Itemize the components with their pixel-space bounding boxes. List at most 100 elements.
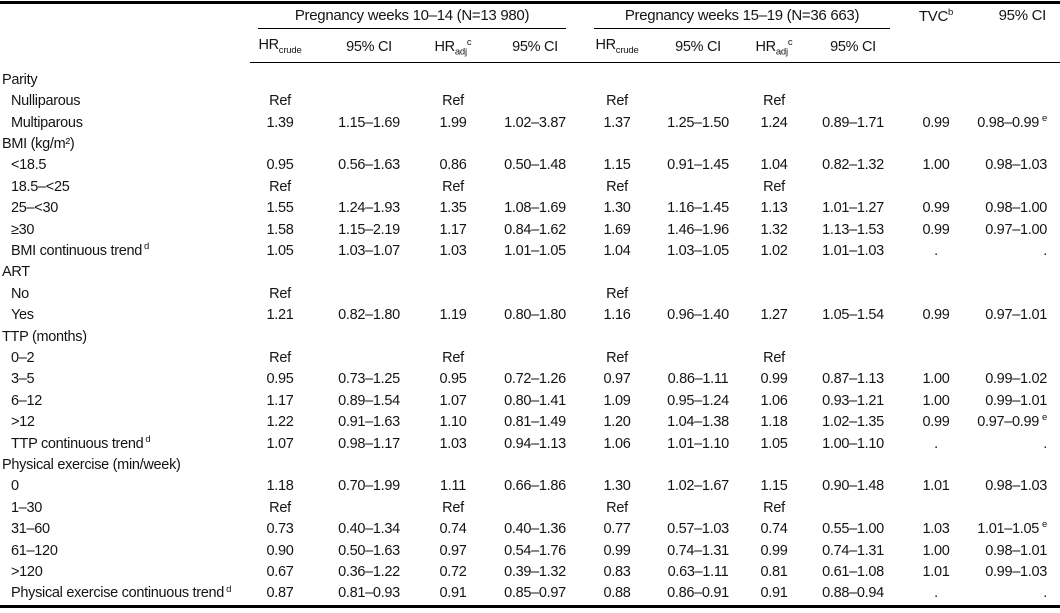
tvc-ci-value bbox=[960, 498, 1060, 519]
tvc-ci-column-header: 95% CI bbox=[998, 7, 1047, 24]
ci-adj-w10-14 bbox=[478, 284, 592, 305]
tvc-ci-value bbox=[960, 284, 1060, 305]
ci-adj-w10-14: 0.50–1.48 bbox=[504, 157, 566, 174]
col-header-hr-crude-1: HRcrude bbox=[250, 33, 310, 64]
hr-adj-w15-19: Ref bbox=[763, 178, 785, 195]
ci-adj-w15-19: 0.74–1.31 bbox=[822, 542, 884, 559]
hr-adj-w15-19: 0.81 bbox=[760, 564, 788, 581]
hr-crude-w10-14: 1.58 bbox=[266, 221, 294, 238]
tvc-ci-value bbox=[960, 348, 1060, 369]
table-row: >12 1.22 0.91–1.63 1.10 0.81–1.49 1.20 1.04–1.… bbox=[0, 412, 1060, 433]
row-label: Nulliparous bbox=[11, 93, 81, 110]
group-header-weeks-10-14-label: Pregnancy weeks 10–14 (N=13 980) bbox=[258, 4, 566, 29]
col-header-tvc-ci-spacer bbox=[960, 33, 1060, 64]
ci-crude-w15-19: 1.16–1.45 bbox=[667, 200, 729, 217]
hr-crude-w10-14: Ref bbox=[269, 499, 291, 516]
ci-crude-w10-14 bbox=[310, 91, 428, 112]
section-row: BMI (kg/m²) bbox=[0, 134, 1060, 155]
hr-crude-w15-19: Ref bbox=[606, 350, 628, 366]
ci-adj-w15-19 bbox=[794, 284, 912, 305]
ci-adj-w15-19: 0.87–1.13 bbox=[822, 371, 884, 388]
row-label: Yes bbox=[11, 307, 34, 324]
table-row: BMI continuous trend d 1.05 1.03–1.07 1.03 1.… bbox=[0, 241, 1060, 262]
ci-adj-w10-14: 0.85–0.97 bbox=[504, 585, 566, 602]
hr-adj-w15-19: 1.24 bbox=[760, 114, 788, 131]
tvc-value: . bbox=[934, 435, 938, 452]
group-header-weeks-15-19: Pregnancy weeks 15–19 (N=36 663) bbox=[592, 3, 912, 34]
tvc-ci-value: . bbox=[1043, 435, 1047, 452]
tvc-ci-value: 0.97–1.00 bbox=[985, 221, 1047, 238]
hr-crude-w15-19: Ref bbox=[606, 93, 628, 110]
hr-crude-w15-19: Ref bbox=[606, 178, 628, 195]
hr-crude-w10-14: Ref bbox=[269, 178, 291, 195]
hr-crude-w10-14 bbox=[250, 455, 310, 476]
row-label: 0–2 bbox=[11, 350, 35, 366]
table-body: Parity Nulliparous Ref Ref Ref Ref Multiparous… bbox=[0, 63, 1060, 607]
hr-crude-w10-14 bbox=[250, 134, 310, 155]
ci-adj-w15-19: 0.89–1.71 bbox=[822, 114, 884, 131]
hr-crude-w15-19: 1.30 bbox=[603, 478, 631, 495]
row-label: 0 bbox=[11, 478, 19, 495]
ci-crude-w10-14 bbox=[310, 284, 428, 305]
ci-adj-w10-14 bbox=[478, 91, 592, 112]
tvc-ci-value: 0.97–1.01 bbox=[985, 307, 1047, 324]
row-label: 25–<30 bbox=[11, 200, 58, 217]
ci-adj-w10-14: 0.39–1.32 bbox=[504, 564, 566, 581]
hr-crude-w15-19: 1.37 bbox=[603, 114, 631, 131]
hr-adj-w10-14: 1.10 bbox=[439, 414, 467, 431]
table-row: 1–30 Ref Ref Ref Ref bbox=[0, 498, 1060, 519]
hr-adj-w10-14: 1.03 bbox=[439, 435, 467, 452]
ci-crude-w15-19: 1.01–1.10 bbox=[667, 435, 729, 452]
ci-crude-w15-19 bbox=[642, 498, 754, 519]
tvc-ci-value bbox=[960, 455, 1060, 476]
hr-crude-w10-14 bbox=[250, 327, 310, 348]
hr-adj-w15-19: 0.74 bbox=[760, 521, 788, 538]
ci-crude-w10-14 bbox=[310, 134, 428, 155]
hr-crude-w10-14: 1.17 bbox=[266, 392, 294, 409]
hr-adj-w15-19: Ref bbox=[763, 93, 785, 110]
row-label: >120 bbox=[11, 564, 43, 581]
hr-adj-w15-19 bbox=[754, 284, 794, 305]
hr-adj-w15-19: 1.02 bbox=[760, 242, 788, 259]
row-label: Parity bbox=[2, 71, 38, 88]
hr-adj-w15-19: Ref bbox=[763, 350, 785, 366]
ci-adj-w15-19 bbox=[794, 134, 912, 155]
tvc-value: 1.00 bbox=[922, 157, 950, 174]
ci-adj-w10-14 bbox=[478, 327, 592, 348]
hr-adj-w15-19 bbox=[754, 134, 794, 155]
ci-adj-w15-19: 1.00–1.10 bbox=[822, 435, 884, 452]
tvc-value bbox=[912, 91, 960, 112]
hr-crude-w10-14: Ref bbox=[269, 93, 291, 110]
tvc-ci-value: 0.98–1.00 bbox=[985, 200, 1047, 217]
hr-crude-w10-14: 0.87 bbox=[266, 585, 294, 602]
col-header-hr-adj-1: HRadjc bbox=[428, 33, 478, 64]
tvc-column-header: TVCb bbox=[912, 3, 960, 34]
ci-crude-w10-14: 0.91–1.63 bbox=[338, 414, 400, 431]
ci-crude-w10-14: 0.50–1.63 bbox=[338, 542, 400, 559]
ci-adj-w10-14: 1.02–3.87 bbox=[504, 114, 566, 131]
ci-adj-w15-19: 0.93–1.21 bbox=[822, 392, 884, 409]
hr-crude-w10-14: 1.18 bbox=[266, 478, 294, 495]
hr-crude-w15-19: 1.16 bbox=[603, 307, 631, 324]
col-header-tvc-spacer bbox=[912, 33, 960, 64]
ci-crude-w10-14: 0.98–1.17 bbox=[338, 435, 400, 452]
hr-crude-w10-14: 1.55 bbox=[266, 200, 294, 217]
ci-adj-w10-14 bbox=[478, 63, 592, 91]
ci-adj-w15-19: 0.90–1.48 bbox=[822, 478, 884, 495]
hr-adj-w10-14: 1.11 bbox=[440, 478, 466, 495]
hr-adj-w10-14: 1.07 bbox=[439, 392, 467, 409]
ci-crude-w10-14: 0.40–1.34 bbox=[338, 521, 400, 538]
hr-crude-w15-19: 1.30 bbox=[603, 200, 631, 217]
tvc-value: 1.01 bbox=[922, 564, 950, 581]
tvc-ci-value: 1.01–1.05 e bbox=[977, 519, 1047, 538]
ci-adj-w10-14: 1.01–1.05 bbox=[504, 242, 566, 259]
hr-adj-w15-19: 1.32 bbox=[760, 221, 788, 238]
hr-adj-w10-14: Ref bbox=[442, 350, 464, 366]
hr-crude-w15-19: 1.69 bbox=[603, 221, 631, 238]
ci-crude-w10-14 bbox=[310, 327, 428, 348]
row-label: >12 bbox=[11, 414, 35, 431]
hr-crude-w15-19: Ref bbox=[606, 285, 628, 302]
tvc-value: 0.99 bbox=[922, 200, 950, 217]
ci-crude-w15-19 bbox=[642, 262, 754, 283]
